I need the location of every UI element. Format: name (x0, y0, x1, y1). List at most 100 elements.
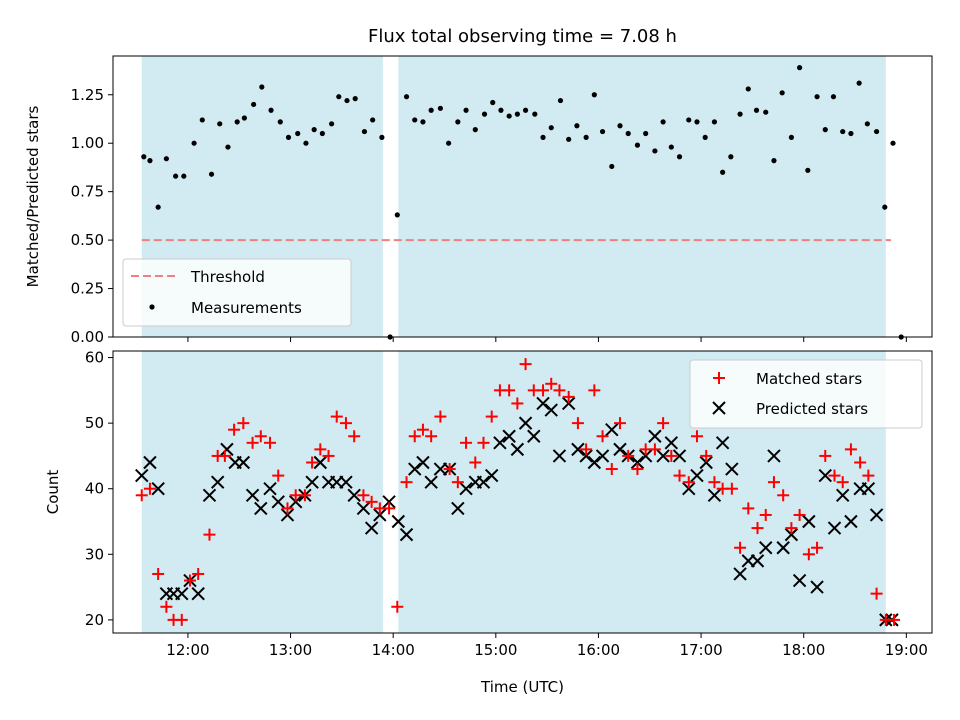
measurement-point-10 (225, 144, 231, 150)
ratio-y-tick-label-5: 1.25 (71, 86, 104, 104)
measurement-point-6 (191, 140, 197, 146)
measurement-point-44 (514, 111, 520, 117)
count-x-tick-label-3: 15:00 (474, 641, 517, 659)
measurement-point-78 (805, 167, 811, 173)
matched-star-marker-43 (503, 384, 516, 397)
measurement-point-30 (394, 212, 400, 218)
measurement-point-8 (208, 171, 215, 177)
predicted-star-marker-30 (391, 514, 406, 529)
count-y-tick-label-3: 50 (85, 414, 104, 432)
measurement-point-22 (329, 121, 335, 127)
legend-predicted-label: Predicted stars (756, 400, 868, 418)
matched-star-marker-19 (298, 489, 311, 502)
ratio-y-tick-label-2: 0.50 (71, 231, 104, 249)
time-x-axis-label: Time (UTC) (480, 678, 564, 696)
measurement-point-31 (403, 94, 410, 100)
predicted-star-marker-43 (502, 429, 516, 443)
predicted-star-marker-15 (263, 482, 277, 496)
ratio-legend-box (122, 258, 352, 327)
legend-matched-swatch (713, 372, 725, 384)
measurement-point-15 (268, 107, 274, 113)
measurement-point-16 (277, 119, 283, 125)
matched-star-marker-1 (143, 482, 156, 495)
measurement-point-74 (771, 158, 777, 164)
predicted-star-marker-56 (613, 442, 627, 457)
measurement-point-61 (660, 119, 666, 125)
predicted-star-marker-55 (605, 422, 619, 437)
matched-star-marker-22 (322, 449, 335, 462)
predicted-star-marker-13 (245, 488, 260, 502)
matched-star-marker-77 (793, 508, 806, 521)
measurement-point-5 (181, 173, 187, 179)
predicted-star-marker-9 (210, 475, 225, 489)
count-legend: Matched stars Predicted stars (689, 359, 923, 429)
measurement-point-70 (737, 111, 743, 117)
matched-star-marker-17 (281, 502, 294, 515)
predicted-star-marker-77 (792, 573, 807, 588)
matched-star-marker-16 (272, 469, 285, 482)
predicted-star-marker-61 (656, 449, 670, 463)
matched-star-marker-25 (348, 430, 361, 443)
matched-star-marker-52 (580, 443, 593, 456)
predicted-star-marker-1 (143, 455, 157, 470)
matched-star-marker-32 (408, 430, 421, 443)
measurement-point-41 (490, 99, 496, 106)
predicted-star-marker-72 (750, 554, 765, 568)
measurement-point-53 (591, 92, 597, 98)
matched-star-marker-26 (357, 489, 370, 502)
ratio-panel: 0.00 0.25 0.50 0.75 1.00 1.25 Flux total obse… (24, 26, 933, 346)
predicted-star-marker-74 (767, 449, 781, 463)
measurement-point-75 (779, 90, 785, 96)
predicted-star-marker-41 (485, 468, 499, 483)
legend-matched-label: Matched stars (756, 370, 862, 388)
measurement-point-12 (241, 115, 247, 121)
matched-star-marker-7 (192, 567, 205, 580)
measurement-point-65 (694, 119, 700, 125)
measurement-point-11 (234, 119, 240, 125)
matched-star-marker-51 (571, 417, 584, 430)
predicted-star-marker-40 (476, 475, 491, 489)
matched-star-marker-80 (819, 449, 832, 462)
count-panel: 12:00 13:00 14:00 15:00 16:00 17:00 18:00 19:00… (44, 349, 933, 696)
measurement-point-23 (336, 94, 342, 100)
measurement-point-71 (745, 86, 751, 92)
predicted-star-marker-76 (784, 527, 799, 542)
matched-star-marker-21 (314, 443, 327, 456)
matched-star-marker-34 (425, 430, 438, 443)
matched-star-marker-47 (537, 384, 550, 397)
measurement-point-72 (753, 107, 760, 113)
predicted-star-marker-82 (836, 488, 850, 502)
count-x-tick-label-2: 14:00 (372, 641, 415, 659)
predicted-star-marker-14 (254, 501, 268, 516)
matched-star-marker-6 (183, 574, 196, 587)
matched-star-marker-71 (742, 502, 755, 515)
matched-star-marker-30 (391, 600, 404, 613)
count-x-tick-label-7: 19:00 (885, 641, 928, 659)
predicted-star-marker-58 (630, 455, 645, 470)
matched-star-marker-70 (734, 541, 747, 554)
matched-star-marker-82 (836, 476, 849, 489)
predicted-star-marker-17 (280, 508, 295, 522)
matched-star-marker-58 (631, 463, 644, 476)
predicted-star-marker-86 (869, 508, 884, 522)
measurement-point-63 (676, 154, 683, 160)
predicted-star-marker-50 (561, 396, 576, 411)
measurement-point-85 (864, 121, 870, 127)
measurement-point-37 (455, 119, 461, 125)
predicted-star-marker-64 (682, 482, 696, 496)
matched-star-marker-73 (759, 508, 772, 521)
count-y-tick-label-0: 20 (85, 611, 104, 629)
matched-star-marker-63 (673, 469, 686, 482)
predicted-star-marker-7 (191, 586, 205, 601)
measurement-point-66 (702, 134, 708, 140)
matched-star-marker-49 (553, 384, 566, 397)
measurement-point-50 (566, 136, 572, 142)
measurement-point-57 (625, 130, 631, 137)
matched-star-marker-2 (152, 567, 165, 580)
count-panel-x-ticks: 12:00 13:00 14:00 15:00 16:00 17:00 18:00 19:00 (166, 633, 928, 659)
measurement-point-67 (711, 119, 718, 125)
measurement-point-77 (797, 65, 803, 71)
measurement-point-48 (548, 125, 554, 131)
predicted-star-marker-53 (587, 455, 602, 470)
